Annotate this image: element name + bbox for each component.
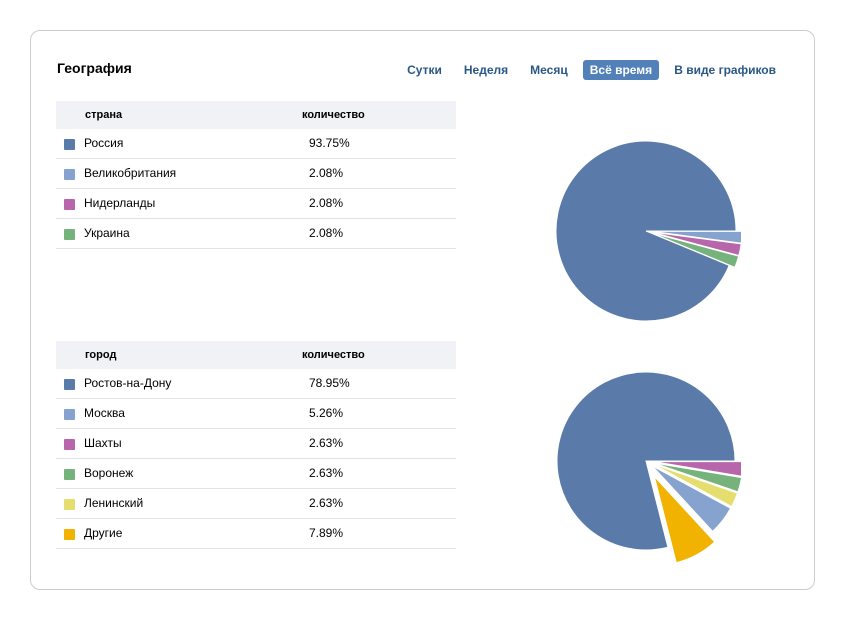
table-header: город количество <box>56 341 456 369</box>
table-row: Великобритания 2.08% <box>56 159 456 189</box>
legend-swatch <box>64 469 75 480</box>
pie-slice-другие <box>653 476 716 564</box>
row-value: 2.08% <box>309 166 344 180</box>
pie-slice-ростов-на-дону <box>556 371 736 551</box>
row-label: Ленинский <box>84 496 144 510</box>
tab-day[interactable]: Сутки <box>407 63 442 77</box>
pie-slice-москва <box>651 465 732 533</box>
row-label: Шахты <box>84 436 122 450</box>
row-label: Ростов-на-Дону <box>84 376 172 390</box>
row-value: 2.08% <box>309 226 344 240</box>
country-pie-chart <box>555 140 741 321</box>
table-row: Украина 2.08% <box>56 219 456 249</box>
geography-panel: География Сутки Неделя Месяц Всё время В… <box>30 30 815 590</box>
row-label: Другие <box>84 526 123 540</box>
row-label: Россия <box>84 136 124 150</box>
legend-swatch <box>64 499 75 510</box>
row-value: 2.63% <box>309 496 344 510</box>
table-row: Шахты 2.63% <box>56 429 456 459</box>
row-label: Москва <box>84 406 125 420</box>
row-value: 7.89% <box>309 526 344 540</box>
row-value: 5.26% <box>309 406 344 420</box>
table-header: страна количество <box>56 101 456 129</box>
table-row: Москва 5.26% <box>56 399 456 429</box>
city-pie-chart <box>556 371 741 564</box>
row-value: 93.75% <box>309 136 350 150</box>
row-label: Великобритания <box>84 166 177 180</box>
pie-slice-нидерланды <box>651 231 741 257</box>
pie-slice-украина <box>651 232 740 268</box>
pie-slice-шахты <box>653 461 741 477</box>
legend-swatch <box>64 229 75 240</box>
row-label: Нидерланды <box>84 196 156 210</box>
column-header-country: страна <box>85 109 123 121</box>
table-row: Нидерланды 2.08% <box>56 189 456 219</box>
pie-slice-великобритания <box>651 230 741 244</box>
row-value: 2.08% <box>309 196 344 210</box>
pie-slice-воронеж <box>653 462 741 493</box>
column-header-count: количество <box>302 109 365 121</box>
legend-swatch <box>64 379 75 390</box>
legend-swatch <box>64 409 75 420</box>
legend-swatch <box>64 529 75 540</box>
legend-swatch <box>64 169 75 180</box>
row-value: 2.63% <box>309 466 344 480</box>
row-label: Украина <box>84 226 130 240</box>
legend-swatch <box>64 199 75 210</box>
panel-title: География <box>57 60 132 76</box>
row-value: 78.95% <box>309 376 350 390</box>
table-row: Россия 93.75% <box>56 129 456 159</box>
period-tabs: Сутки Неделя Месяц Всё время В виде граф… <box>392 60 783 80</box>
column-header-count: количество <box>302 349 365 361</box>
table-row: Ленинский 2.63% <box>56 489 456 519</box>
row-label: Воронеж <box>84 466 134 480</box>
city-table: город количество Ростов-на-Дону 78.95% М… <box>56 341 456 549</box>
tab-week[interactable]: Неделя <box>463 63 509 77</box>
column-header-city: город <box>85 349 117 361</box>
row-value: 2.63% <box>309 436 344 450</box>
table-row: Ростов-на-Дону 78.95% <box>56 369 456 399</box>
country-table: страна количество Россия 93.75% Великобр… <box>56 101 456 249</box>
legend-swatch <box>64 139 75 150</box>
table-row: Воронеж 2.63% <box>56 459 456 489</box>
pie-slice-россия <box>555 140 737 321</box>
table-row: Другие 7.89% <box>56 519 456 549</box>
tab-as-graphs[interactable]: В виде графиков <box>674 63 776 77</box>
pie-slice-ленинский <box>653 463 739 508</box>
legend-swatch <box>64 439 75 450</box>
tab-month[interactable]: Месяц <box>530 63 568 77</box>
tab-all-time[interactable]: Всё время <box>582 60 660 80</box>
